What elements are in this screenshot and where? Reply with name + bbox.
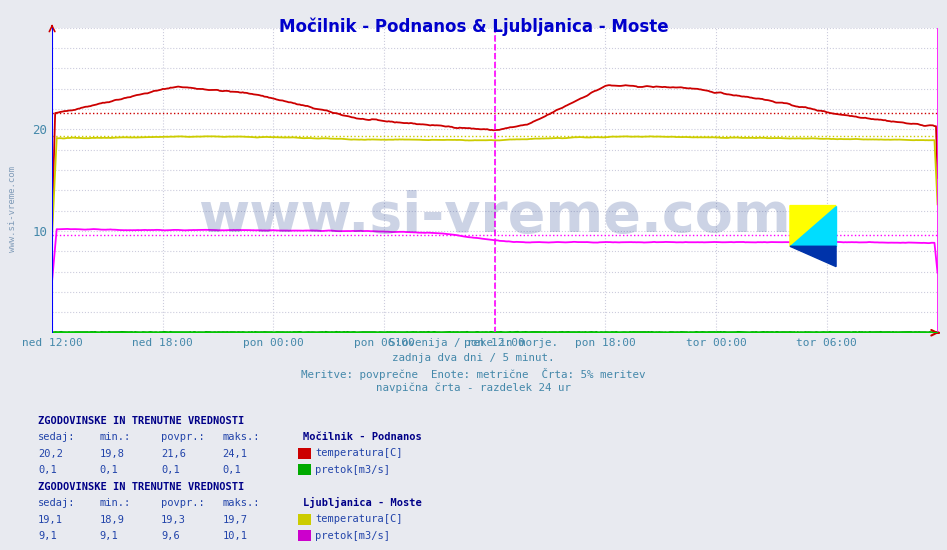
- Text: ZGODOVINSKE IN TRENUTNE VREDNOSTI: ZGODOVINSKE IN TRENUTNE VREDNOSTI: [38, 481, 244, 492]
- Text: 19,1: 19,1: [38, 514, 63, 525]
- Text: 18,9: 18,9: [99, 514, 124, 525]
- Text: 19,8: 19,8: [99, 448, 124, 459]
- Text: pretok[m3/s]: pretok[m3/s]: [315, 465, 390, 475]
- Text: 0,1: 0,1: [223, 465, 241, 475]
- Text: maks.:: maks.:: [223, 432, 260, 442]
- Text: navpična črta - razdelek 24 ur: navpična črta - razdelek 24 ur: [376, 383, 571, 393]
- Text: pretok[m3/s]: pretok[m3/s]: [315, 531, 390, 541]
- Polygon shape: [790, 246, 836, 267]
- Text: Meritve: povprečne  Enote: metrične  Črta: 5% meritev: Meritve: povprečne Enote: metrične Črta:…: [301, 368, 646, 380]
- Text: www.si-vreme.com: www.si-vreme.com: [8, 166, 17, 252]
- Text: maks.:: maks.:: [223, 498, 260, 508]
- Text: temperatura[C]: temperatura[C]: [315, 448, 402, 459]
- Text: zadnja dva dni / 5 minut.: zadnja dva dni / 5 minut.: [392, 353, 555, 363]
- Text: 19,7: 19,7: [223, 514, 247, 525]
- Text: 0,1: 0,1: [38, 465, 57, 475]
- Text: min.:: min.:: [99, 498, 131, 508]
- Text: www.si-vreme.com: www.si-vreme.com: [199, 190, 791, 244]
- Text: sedaj:: sedaj:: [38, 432, 76, 442]
- Text: 0,1: 0,1: [161, 465, 180, 475]
- Text: Slovenija / reke in morje.: Slovenija / reke in morje.: [389, 338, 558, 348]
- Text: 9,1: 9,1: [38, 531, 57, 541]
- Text: 20,2: 20,2: [38, 448, 63, 459]
- Text: 10,1: 10,1: [223, 531, 247, 541]
- Text: Ljubljanica - Moste: Ljubljanica - Moste: [303, 497, 421, 508]
- Text: 9,1: 9,1: [99, 531, 118, 541]
- Polygon shape: [790, 206, 836, 246]
- Text: Močilnik - Podnanos & Ljubljanica - Moste: Močilnik - Podnanos & Ljubljanica - Most…: [278, 18, 669, 36]
- Text: 0,1: 0,1: [99, 465, 118, 475]
- Text: 9,6: 9,6: [161, 531, 180, 541]
- Text: min.:: min.:: [99, 432, 131, 442]
- Text: temperatura[C]: temperatura[C]: [315, 514, 402, 525]
- Text: 19,3: 19,3: [161, 514, 186, 525]
- Text: Močilnik - Podnanos: Močilnik - Podnanos: [303, 432, 421, 442]
- Text: ZGODOVINSKE IN TRENUTNE VREDNOSTI: ZGODOVINSKE IN TRENUTNE VREDNOSTI: [38, 415, 244, 426]
- Text: povpr.:: povpr.:: [161, 498, 205, 508]
- Text: 21,6: 21,6: [161, 448, 186, 459]
- Text: povpr.:: povpr.:: [161, 432, 205, 442]
- Polygon shape: [790, 206, 836, 246]
- Text: 24,1: 24,1: [223, 448, 247, 459]
- Text: sedaj:: sedaj:: [38, 498, 76, 508]
